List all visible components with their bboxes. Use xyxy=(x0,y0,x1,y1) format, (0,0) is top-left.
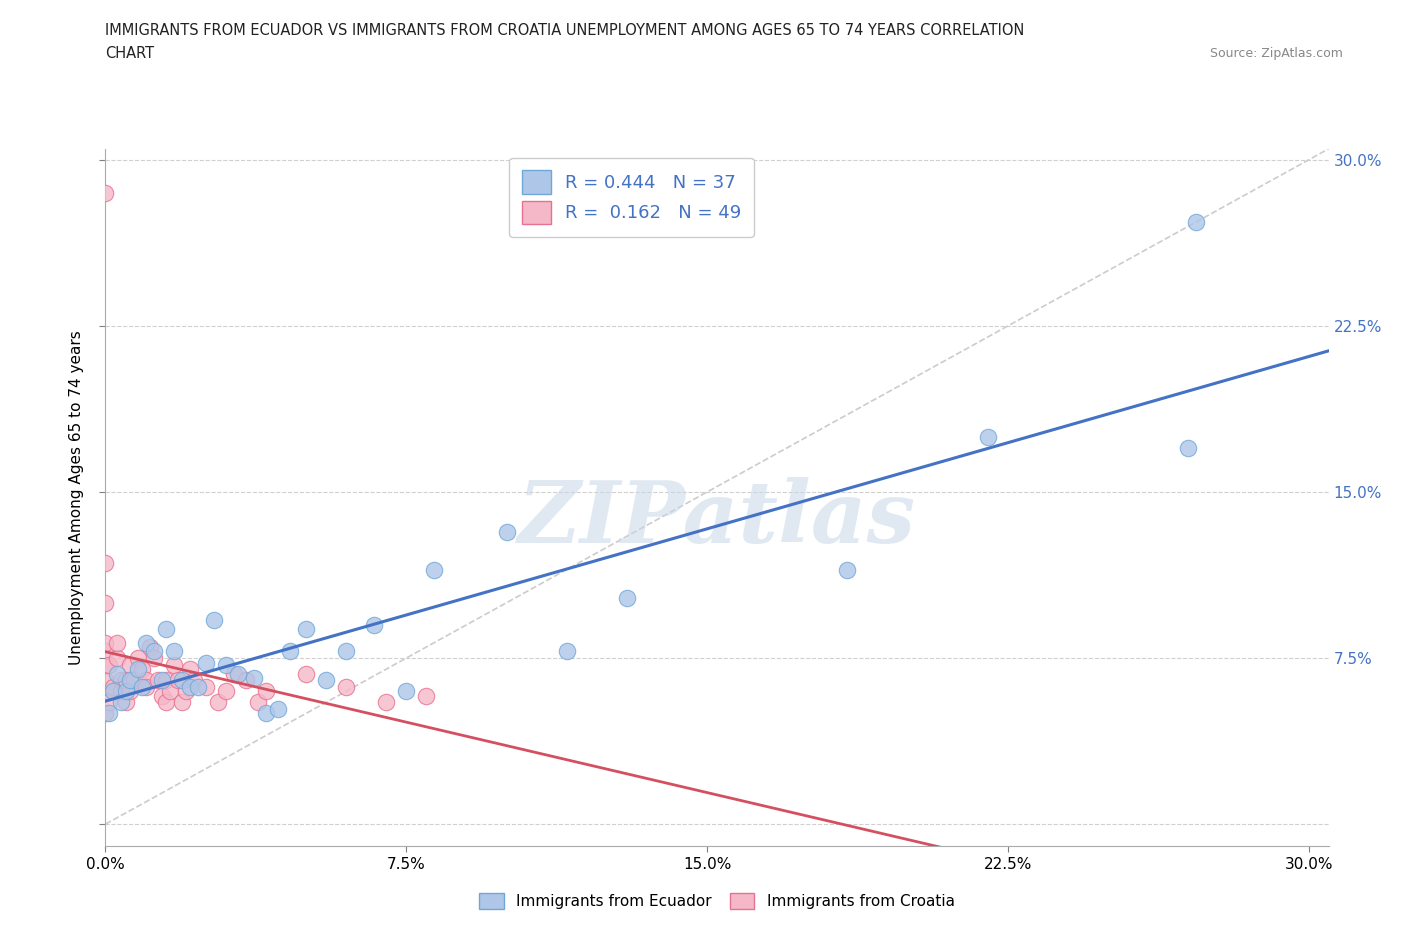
Point xyxy=(1177,440,1199,455)
Point xyxy=(837,562,859,577)
Y-axis label: Unemployment Among Ages 65 to 74 years: Unemployment Among Ages 65 to 74 years xyxy=(69,330,84,665)
Point xyxy=(94,555,117,570)
Point xyxy=(207,695,229,710)
Point xyxy=(315,672,337,687)
Point xyxy=(127,651,149,666)
Point xyxy=(135,680,157,695)
Point xyxy=(138,640,160,655)
Point xyxy=(94,635,117,650)
Point xyxy=(110,695,132,710)
Point xyxy=(110,684,132,698)
Point xyxy=(98,658,121,672)
Point xyxy=(114,684,136,698)
Point xyxy=(135,635,157,650)
Point xyxy=(495,525,517,539)
Point xyxy=(155,672,177,687)
Point xyxy=(135,672,157,687)
Point xyxy=(103,680,125,695)
Point xyxy=(155,622,177,637)
Point xyxy=(107,666,129,681)
Point xyxy=(254,684,277,698)
Point xyxy=(222,666,245,681)
Point xyxy=(98,695,121,710)
Point xyxy=(235,672,257,687)
Point xyxy=(94,595,117,610)
Point xyxy=(118,684,141,698)
Point xyxy=(278,644,301,658)
Point xyxy=(179,680,201,695)
Point xyxy=(103,684,125,698)
Point xyxy=(155,695,177,710)
Point xyxy=(246,695,269,710)
Legend: Immigrants from Ecuador, Immigrants from Croatia: Immigrants from Ecuador, Immigrants from… xyxy=(474,887,960,915)
Point xyxy=(118,658,141,672)
Point xyxy=(977,430,1000,445)
Point xyxy=(166,672,188,687)
Point xyxy=(415,688,437,703)
Point xyxy=(162,658,184,672)
Point xyxy=(335,680,357,695)
Point xyxy=(254,706,277,721)
Point xyxy=(243,671,266,685)
Point xyxy=(395,684,418,698)
Point xyxy=(295,622,318,637)
Point xyxy=(162,644,184,658)
Point xyxy=(94,186,117,201)
Point xyxy=(150,672,173,687)
Point xyxy=(1185,215,1208,230)
Point xyxy=(142,651,165,666)
Point xyxy=(226,666,249,681)
Point xyxy=(215,658,238,672)
Point xyxy=(555,644,578,658)
Point xyxy=(150,688,173,703)
Text: CHART: CHART xyxy=(105,46,155,61)
Point xyxy=(142,644,165,658)
Point xyxy=(107,651,129,666)
Point xyxy=(98,706,121,721)
Point xyxy=(267,701,290,716)
Text: ZIPatlas: ZIPatlas xyxy=(517,477,917,560)
Point xyxy=(194,655,217,670)
Point xyxy=(183,672,205,687)
Point xyxy=(295,666,318,681)
Point xyxy=(94,644,117,658)
Point xyxy=(131,680,153,695)
Point xyxy=(375,695,398,710)
Point xyxy=(146,672,169,687)
Point xyxy=(363,618,385,632)
Point xyxy=(194,680,217,695)
Point xyxy=(187,680,209,695)
Point xyxy=(174,684,197,698)
Point xyxy=(179,662,201,677)
Point xyxy=(215,684,238,698)
Point xyxy=(107,635,129,650)
Point xyxy=(616,591,638,605)
Point xyxy=(94,658,117,672)
Point xyxy=(110,672,132,687)
Point xyxy=(94,706,117,721)
Point xyxy=(170,672,193,687)
Point xyxy=(114,672,136,687)
Point xyxy=(159,684,181,698)
Point xyxy=(94,672,117,687)
Point xyxy=(202,613,225,628)
Point xyxy=(335,644,357,658)
Text: Source: ZipAtlas.com: Source: ZipAtlas.com xyxy=(1209,46,1343,60)
Point xyxy=(94,684,117,698)
Point xyxy=(423,562,446,577)
Point xyxy=(170,695,193,710)
Point xyxy=(118,672,141,687)
Point xyxy=(131,662,153,677)
Point xyxy=(127,662,149,677)
Point xyxy=(122,672,145,687)
Text: IMMIGRANTS FROM ECUADOR VS IMMIGRANTS FROM CROATIA UNEMPLOYMENT AMONG AGES 65 TO: IMMIGRANTS FROM ECUADOR VS IMMIGRANTS FR… xyxy=(105,23,1025,38)
Point xyxy=(114,695,136,710)
